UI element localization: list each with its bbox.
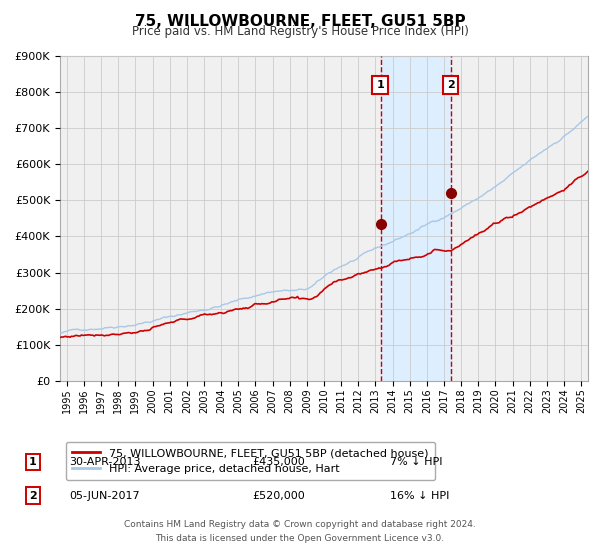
Text: 7% ↓ HPI: 7% ↓ HPI	[390, 457, 443, 467]
Text: 1: 1	[29, 457, 37, 467]
Text: 2: 2	[29, 491, 37, 501]
Text: £435,000: £435,000	[252, 457, 305, 467]
Text: £520,000: £520,000	[252, 491, 305, 501]
Text: 30-APR-2013: 30-APR-2013	[69, 457, 140, 467]
Legend: 75, WILLOWBOURNE, FLEET, GU51 5BP (detached house), HPI: Average price, detached: 75, WILLOWBOURNE, FLEET, GU51 5BP (detac…	[65, 442, 435, 480]
Text: 05-JUN-2017: 05-JUN-2017	[69, 491, 140, 501]
Text: Contains HM Land Registry data © Crown copyright and database right 2024.: Contains HM Land Registry data © Crown c…	[124, 520, 476, 529]
Text: 16% ↓ HPI: 16% ↓ HPI	[390, 491, 449, 501]
Text: 75, WILLOWBOURNE, FLEET, GU51 5BP: 75, WILLOWBOURNE, FLEET, GU51 5BP	[134, 14, 466, 29]
Text: Price paid vs. HM Land Registry's House Price Index (HPI): Price paid vs. HM Land Registry's House …	[131, 25, 469, 38]
Bar	[381, 56, 451, 381]
Text: 1: 1	[376, 80, 384, 90]
Text: 2: 2	[446, 80, 454, 90]
Text: This data is licensed under the Open Government Licence v3.0.: This data is licensed under the Open Gov…	[155, 534, 445, 543]
